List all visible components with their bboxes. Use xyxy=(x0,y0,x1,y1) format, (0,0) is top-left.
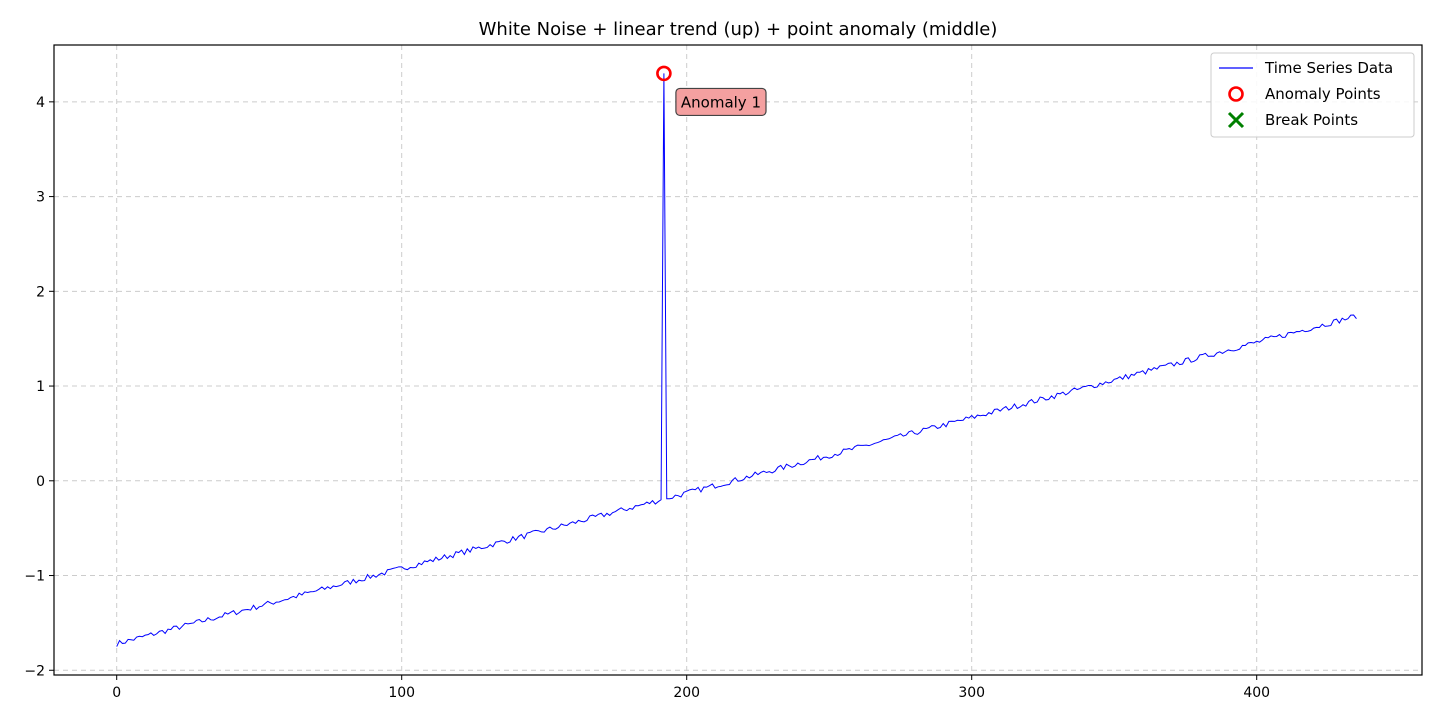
legend-item: Break Points xyxy=(1227,111,1358,129)
legend-item: Anomaly Points xyxy=(1228,85,1381,103)
y-tick-label: −1 xyxy=(24,569,45,585)
y-tick-label: 2 xyxy=(36,284,45,300)
x-tick-label: 300 xyxy=(958,685,985,701)
y-axis: −2 −1 0 1 2 3 4 xyxy=(24,95,54,679)
y-tick-label: 0 xyxy=(36,474,45,490)
legend-label: Time Series Data xyxy=(1264,59,1393,77)
annotations: Anomaly 1 xyxy=(675,87,767,117)
y-tick-label: 1 xyxy=(36,379,45,395)
x-axis: 0 100 200 300 400 xyxy=(112,675,1270,701)
legend-label: Anomaly Points xyxy=(1265,85,1381,103)
series-line-time-series xyxy=(116,73,1357,647)
annotation-label: Anomaly 1 xyxy=(681,93,761,111)
chart-title: White Noise + linear trend (up) + point … xyxy=(479,19,998,40)
grid xyxy=(54,45,1422,675)
y-tick-label: −2 xyxy=(24,663,45,679)
legend-x-icon xyxy=(1227,111,1245,129)
anomaly-point xyxy=(656,65,672,82)
legend-circle-icon xyxy=(1228,86,1244,102)
x-tick-label: 100 xyxy=(388,685,415,701)
legend-box xyxy=(1210,52,1415,138)
x-tick-label: 400 xyxy=(1243,685,1270,701)
x-tick-label: 0 xyxy=(112,685,121,701)
plot-frame xyxy=(53,44,1423,676)
legend-item: Time Series Data xyxy=(1219,59,1393,77)
anomaly-annotation: Anomaly 1 xyxy=(675,87,767,117)
legend-label: Break Points xyxy=(1265,111,1358,129)
plot-area xyxy=(116,65,1357,647)
x-tick-label: 200 xyxy=(673,685,700,701)
annotation-box xyxy=(675,87,767,117)
y-tick-label: 4 xyxy=(36,95,45,111)
legend: Time Series Data Anomaly Points Break Poin… xyxy=(1210,52,1415,138)
y-tick-label: 3 xyxy=(36,190,45,206)
